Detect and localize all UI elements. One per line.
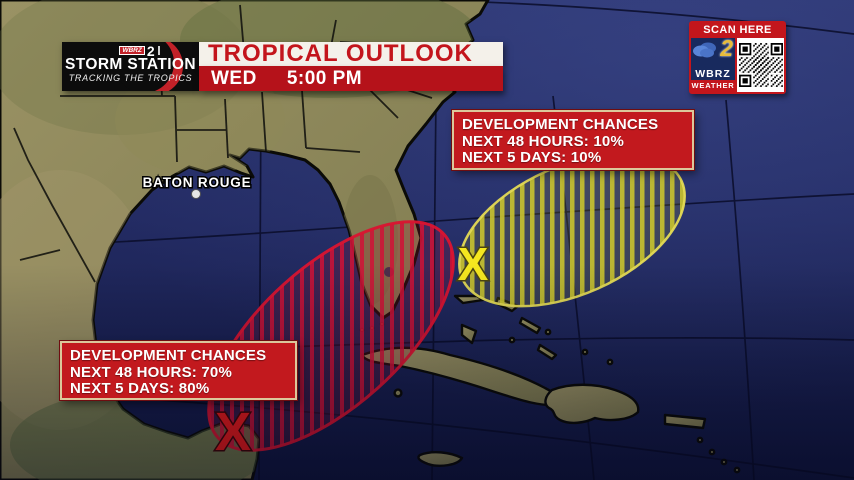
weather-label: WEATHER: [691, 80, 735, 92]
scan-here-box: SCAN HERE 2 WBRZ WEATHER: [689, 21, 786, 94]
wbrz-call-tab: WBRZ: [119, 46, 145, 55]
development-chances-gulf: DEVELOPMENT CHANCES NEXT 48 HOURS: 70% N…: [59, 340, 298, 401]
wbrz-weather-logo: 2 WBRZ WEATHER: [691, 38, 735, 92]
chances-5d: NEXT 5 DAYS: 10%: [462, 149, 602, 166]
qr-code: [737, 38, 784, 92]
cloud-icon: [693, 42, 716, 58]
station-call: WBRZ: [695, 68, 731, 80]
chances-48h: NEXT 48 HOURS: 70%: [70, 363, 232, 381]
title-bar: TROPICAL OUTLOOK: [199, 40, 503, 67]
storm-station-logo: WBRZ 2 STORM STATION TRACKING THE TROPIC…: [62, 42, 199, 91]
station-name: STORM STATION: [65, 56, 196, 73]
time-bar: WED 5:00 PM: [199, 66, 503, 91]
day-label: WED: [211, 67, 257, 89]
channel-number: 2: [720, 38, 733, 61]
station-tagline: TRACKING THE TROPICS: [68, 73, 193, 83]
scan-here-label: SCAN HERE: [703, 24, 772, 36]
development-chances-atlantic: DEVELOPMENT CHANCES NEXT 48 HOURS: 10% N…: [451, 109, 695, 171]
time-label: 5:00 PM: [286, 67, 363, 89]
chances-48h: NEXT 48 HOURS: 10%: [462, 132, 624, 150]
logo-tick: [157, 46, 160, 55]
chances-5d: NEXT 5 DAYS: 80%: [70, 380, 210, 397]
chances-title: DEVELOPMENT CHANCES: [462, 116, 659, 133]
page-title: TROPICAL OUTLOOK: [208, 40, 473, 67]
channel-number: 2: [146, 42, 155, 59]
chances-title: DEVELOPMENT CHANCES: [70, 347, 267, 364]
